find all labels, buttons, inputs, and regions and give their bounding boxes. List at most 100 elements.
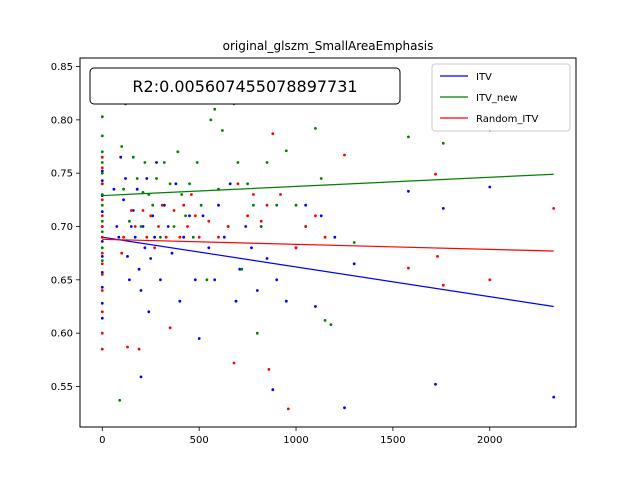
data-point: [434, 172, 437, 176]
data-point: [252, 203, 255, 207]
data-point: [100, 289, 104, 292]
data-point: [488, 278, 492, 282]
data-point: [240, 267, 244, 271]
data-point: [172, 225, 176, 228]
data-point: [100, 169, 104, 173]
data-point: [186, 225, 189, 228]
data-point: [228, 182, 232, 186]
data-point: [100, 235, 104, 239]
chart-title: original_glszm_SmallAreaEmphasis: [223, 39, 434, 53]
data-point: [259, 219, 263, 223]
data-point: [141, 225, 145, 228]
data-point: [193, 278, 197, 282]
data-point: [234, 299, 238, 303]
data-point: [100, 255, 104, 258]
data-point: [100, 301, 104, 305]
data-point: [314, 214, 317, 218]
data-point: [407, 189, 410, 193]
data-point: [294, 203, 298, 207]
x-tick-label: 0: [99, 435, 105, 446]
data-point: [259, 225, 263, 228]
data-point: [314, 126, 317, 130]
data-point: [122, 187, 125, 191]
data-point: [213, 278, 217, 282]
data-point: [195, 161, 199, 164]
data-point: [129, 225, 133, 228]
data-point: [131, 209, 135, 212]
data-point: [100, 259, 104, 262]
r2-annotation: R2:0.005607455078897731: [132, 77, 357, 96]
legend-box: [431, 63, 571, 132]
annotation-frame: [89, 67, 401, 105]
data-point: [112, 187, 116, 191]
data-point: [145, 235, 149, 239]
data-point: [137, 267, 141, 271]
data-point: [143, 246, 147, 250]
data-point: [153, 246, 157, 250]
data-point: [155, 177, 158, 180]
data-point: [184, 214, 188, 218]
data-point: [100, 214, 104, 218]
axes-frame: [79, 57, 577, 428]
data-point: [100, 166, 104, 170]
data-point: [217, 235, 220, 239]
data-point: [407, 266, 410, 270]
data-point: [100, 161, 104, 164]
data-point: [170, 251, 174, 255]
data-point: [168, 326, 172, 330]
data-point: [119, 155, 123, 159]
data-point: [201, 214, 205, 218]
annotation-box: R2:0.005607455078897731: [89, 67, 401, 105]
data-point: [441, 207, 445, 210]
data-point: [329, 323, 333, 326]
data-point: [131, 155, 135, 159]
data-point: [178, 235, 182, 239]
x-tick-label: 500: [190, 435, 209, 446]
data-point: [159, 278, 162, 282]
data-point: [126, 255, 129, 258]
data-point: [100, 179, 104, 183]
data-point: [100, 134, 104, 138]
data-point: [147, 310, 151, 314]
axes: 0 500 1000 1500 2000 0.55 0.60 0.65 0.70 0.75 0.80…: [51, 57, 577, 446]
data-point: [100, 210, 104, 214]
data-point: [164, 235, 168, 239]
data-point: [271, 132, 275, 136]
data-point: [221, 129, 224, 132]
data-point: [352, 262, 356, 266]
data-point: [232, 361, 236, 365]
data-point: [118, 398, 122, 402]
series-0: [100, 155, 556, 410]
data-point: [149, 257, 153, 260]
data-point: [294, 246, 298, 250]
data-point: [100, 198, 104, 202]
data-point: [319, 214, 323, 218]
data-point: [246, 214, 250, 218]
data-point: [182, 203, 186, 207]
data-point: [129, 209, 133, 212]
data-point: [145, 177, 149, 180]
data-point: [100, 251, 104, 255]
fit-line: [102, 173, 554, 197]
data-point: [275, 278, 279, 282]
data-point: [552, 395, 556, 399]
y-tick-label: 0.80: [51, 115, 73, 126]
data-point: [133, 235, 137, 239]
data-point: [127, 219, 131, 223]
data-point: [252, 193, 255, 196]
data-point: [151, 214, 155, 218]
data-point: [100, 225, 104, 228]
data-point: [100, 262, 104, 266]
y-tick-label: 0.55: [51, 382, 73, 393]
data-point: [199, 203, 203, 207]
data-point: [135, 177, 139, 180]
data-point: [436, 255, 439, 258]
data-point: [343, 153, 346, 157]
data-point: [250, 246, 253, 250]
data-point: [319, 177, 323, 180]
data-point: [271, 388, 275, 392]
data-point: [133, 225, 137, 228]
data-point: [236, 182, 240, 186]
data-point: [188, 182, 191, 186]
